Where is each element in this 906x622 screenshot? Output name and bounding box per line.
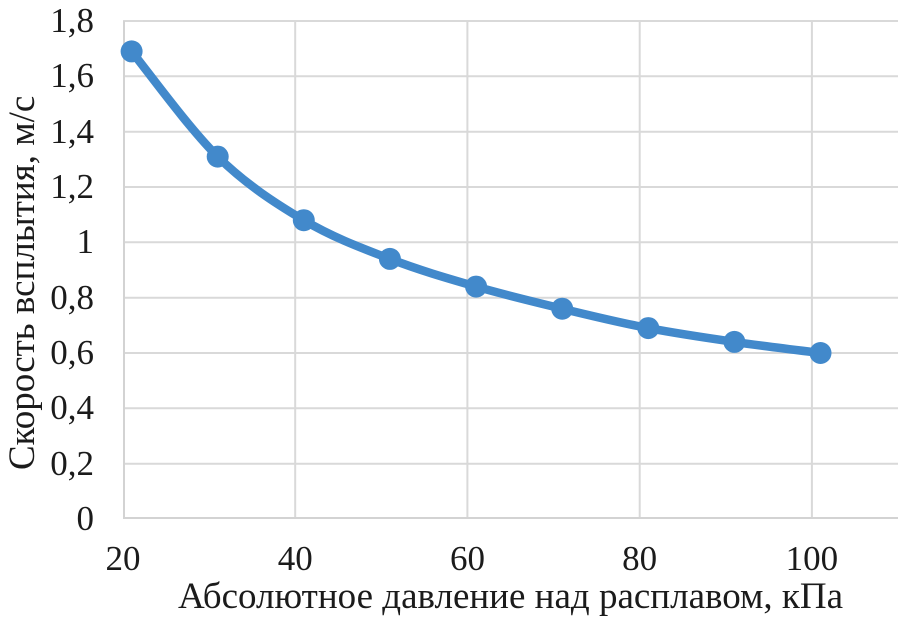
data-point-marker	[292, 209, 315, 232]
plot-area	[120, 20, 898, 519]
x-axis-tick-label: 20	[105, 539, 141, 578]
data-point-marker	[378, 247, 401, 270]
x-axis-tick-label: 80	[622, 539, 658, 578]
data-point-marker	[206, 145, 229, 168]
y-axis-title: Скорость всплытия, м/с	[2, 95, 43, 470]
x-axis-title: Абсолютное давление над расплавом, кПа	[177, 576, 844, 617]
x-axis-tick-label: 60	[449, 539, 485, 578]
data-point-marker	[637, 317, 660, 340]
x-axis-tick-label: 100	[785, 539, 839, 578]
data-point-marker	[551, 297, 574, 320]
data-point-marker	[809, 342, 832, 364]
data-point-marker	[723, 330, 746, 353]
data-point-marker	[120, 40, 143, 63]
x-axis-tick-label: 40	[277, 539, 313, 578]
series-line	[127, 47, 825, 358]
data-point-marker	[465, 275, 488, 298]
